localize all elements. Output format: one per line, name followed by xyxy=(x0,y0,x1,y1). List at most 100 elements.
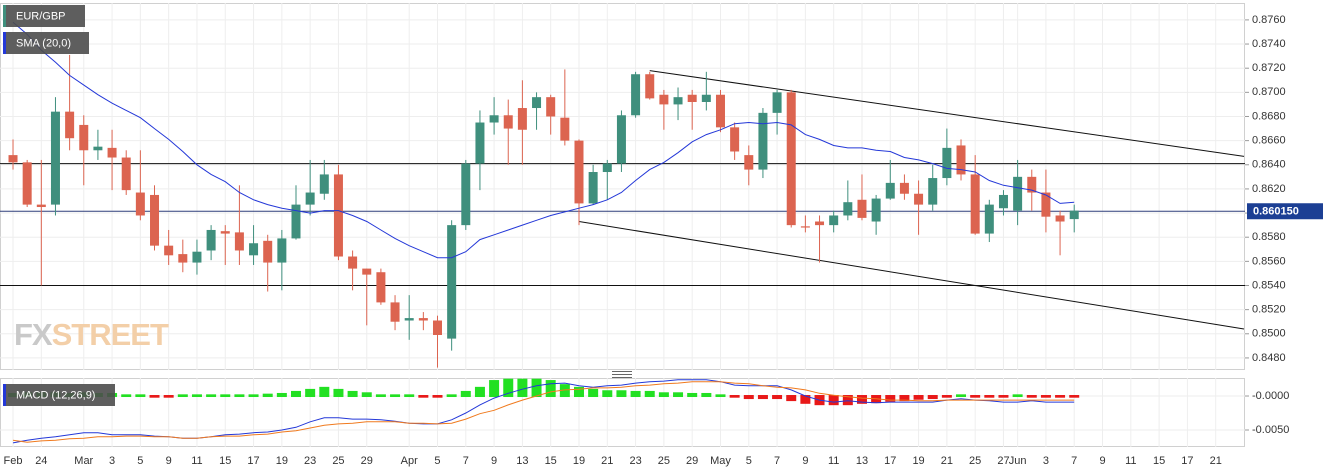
y-tick-label: 0.8620 xyxy=(1252,183,1286,195)
x-tick-label: 21 xyxy=(601,455,613,467)
histogram-bar xyxy=(474,386,485,398)
histogram-bar xyxy=(191,394,202,398)
histogram-bar xyxy=(701,392,712,398)
candle-body xyxy=(1027,176,1037,193)
candle-body xyxy=(206,229,216,251)
main-panel xyxy=(0,3,1245,370)
candle-body xyxy=(135,192,145,216)
histogram-bar xyxy=(573,386,584,398)
x-tick-label: 15 xyxy=(219,455,231,467)
x-tick-label: 24 xyxy=(35,455,47,467)
candle-body xyxy=(291,204,301,239)
candle-body xyxy=(489,115,499,123)
y-tick-label: 0.8560 xyxy=(1252,255,1286,267)
y-tick-label: 0.8580 xyxy=(1252,231,1286,243)
histogram-bar xyxy=(361,392,372,398)
candle-body xyxy=(150,194,160,246)
histogram-bar xyxy=(262,393,273,398)
candle-body xyxy=(164,245,174,256)
y-tick-label: 0.8640 xyxy=(1252,159,1286,171)
y-tick-label: 0.8700 xyxy=(1252,86,1286,98)
histogram-bar xyxy=(489,380,500,398)
x-tick-label: 29 xyxy=(361,455,373,467)
x-tick-label: 15 xyxy=(1153,455,1165,467)
histogram-bar xyxy=(347,390,358,398)
grid xyxy=(0,3,1245,447)
x-tick-label: Jun xyxy=(1009,455,1027,467)
x-tick-label: 19 xyxy=(276,455,288,467)
histogram-bar xyxy=(1040,395,1051,398)
histogram-bar xyxy=(984,395,995,398)
candle-body xyxy=(1069,210,1079,220)
histogram-bar xyxy=(135,394,146,398)
candle-body xyxy=(829,215,839,226)
main-plot xyxy=(0,21,1245,368)
candle-body xyxy=(715,94,725,128)
histogram-bar xyxy=(446,394,457,398)
histogram-bar xyxy=(786,395,797,402)
candle-body xyxy=(631,74,641,116)
histogram-bar xyxy=(757,395,768,400)
candle-body xyxy=(390,302,400,322)
histogram-bar xyxy=(418,395,429,398)
candle-body xyxy=(1041,192,1051,217)
y-tick-label: 0.8660 xyxy=(1252,135,1286,147)
macd-line xyxy=(12,381,1075,443)
legend-label: EUR/GBP xyxy=(16,10,66,22)
histogram-bar xyxy=(842,395,853,406)
x-tick-label: 9 xyxy=(166,455,172,467)
candle-body xyxy=(362,268,372,275)
legend-macd: MACD (12,26,9) xyxy=(3,384,115,406)
histogram-bar xyxy=(545,380,556,398)
candle-body xyxy=(602,163,612,173)
legend-box xyxy=(3,32,89,54)
last-price-box xyxy=(1247,203,1323,220)
candle-body xyxy=(701,94,711,102)
histogram-bar xyxy=(998,395,1009,398)
histogram-bar xyxy=(800,395,811,404)
legend-box xyxy=(3,5,85,27)
histogram-bar xyxy=(234,394,245,398)
x-tick-label: 3 xyxy=(1043,455,1049,467)
candle-body xyxy=(107,147,117,158)
y-tick-label: 0.8480 xyxy=(1252,352,1286,364)
candle-body xyxy=(333,174,343,257)
legend-symbol: EUR/GBP xyxy=(3,5,85,27)
y-tick-label: -0.0000 xyxy=(1252,390,1289,402)
histogram-bar xyxy=(715,394,726,398)
candle-body xyxy=(857,199,867,218)
candle-body xyxy=(220,231,230,234)
histogram-bar xyxy=(687,392,698,398)
x-tick-label: 5 xyxy=(434,455,440,467)
x-tick-label: 11 xyxy=(1125,455,1136,467)
histogram-bar xyxy=(333,388,344,398)
histogram-bar xyxy=(588,388,599,398)
candle-body xyxy=(249,243,259,256)
histogram-bar xyxy=(927,395,938,400)
candle-body xyxy=(914,193,924,205)
x-tick-label: 7 xyxy=(774,455,780,467)
histogram-bar xyxy=(390,394,401,398)
candle-body xyxy=(815,221,825,226)
histogram-bar xyxy=(644,390,655,398)
candle-body xyxy=(970,174,980,234)
candle-body xyxy=(786,92,796,226)
x-tick-label: 25 xyxy=(332,455,344,467)
histogram-bar xyxy=(432,395,443,398)
x-tick-label: Apr xyxy=(401,455,418,467)
histogram-bar xyxy=(305,388,316,398)
y-tick-label: 0.8680 xyxy=(1252,110,1286,122)
candle-body xyxy=(1055,215,1065,222)
legend-swatch xyxy=(3,5,6,27)
histogram-bar xyxy=(531,378,542,398)
legend-sma: SMA (20,0) xyxy=(3,32,89,54)
candle-body xyxy=(234,232,244,251)
histogram-bar xyxy=(1012,394,1023,398)
trend-line xyxy=(649,70,1245,157)
histogram-bar xyxy=(248,394,259,398)
candle-body xyxy=(546,97,556,117)
candle-body xyxy=(758,112,768,170)
histogram-bar xyxy=(517,378,528,398)
candle-body xyxy=(277,238,287,263)
candle-body xyxy=(376,272,386,303)
